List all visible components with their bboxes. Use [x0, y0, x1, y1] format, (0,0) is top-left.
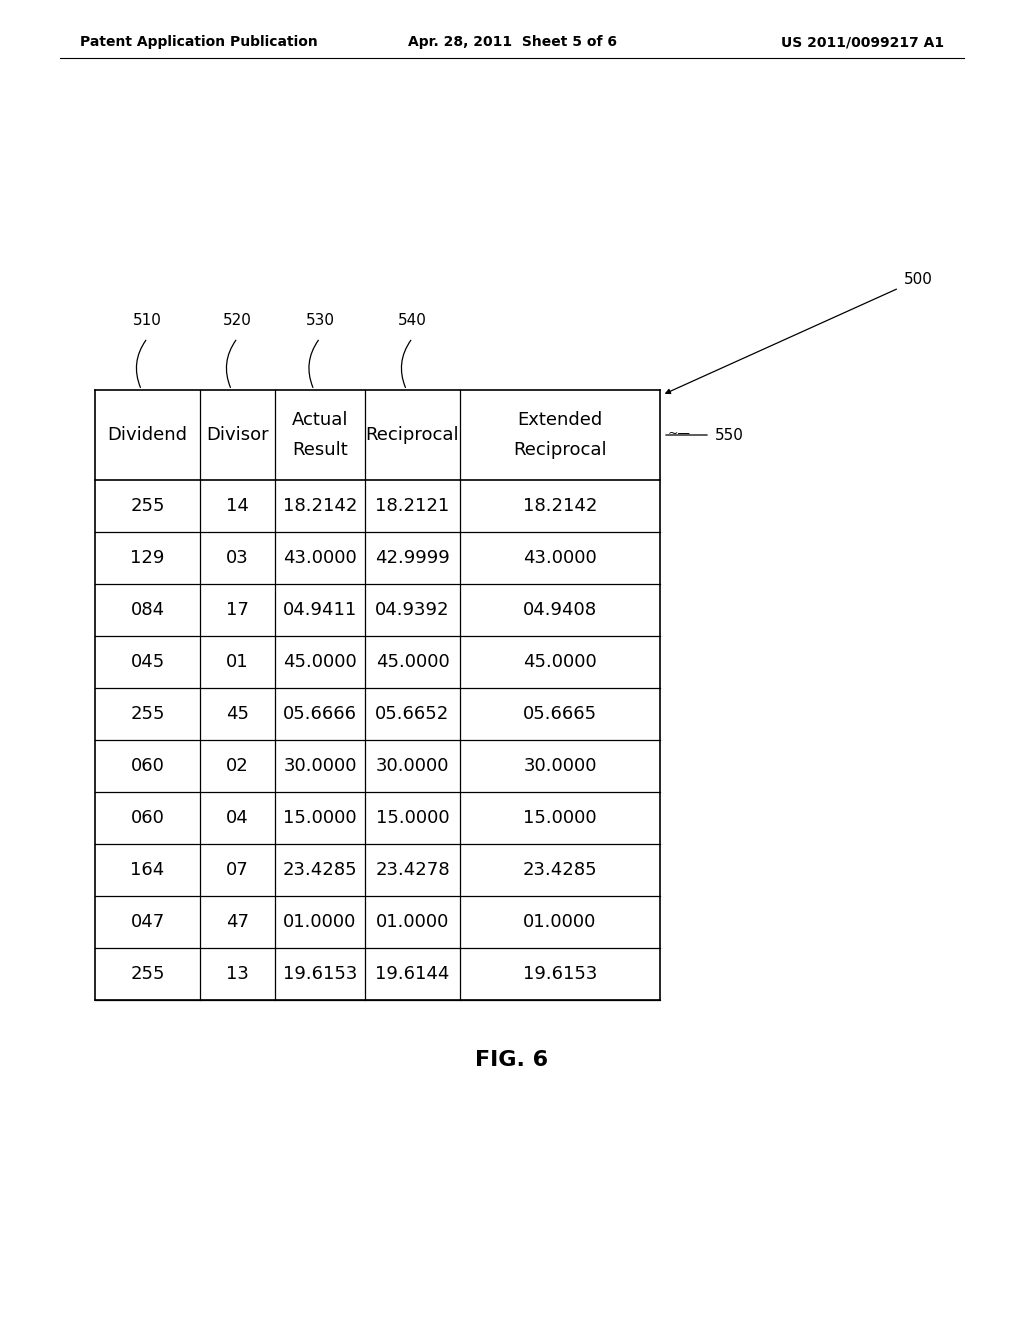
Text: 07: 07 — [226, 861, 249, 879]
Text: 05.6665: 05.6665 — [523, 705, 597, 723]
Text: 500: 500 — [904, 272, 933, 288]
Text: 30.0000: 30.0000 — [523, 756, 597, 775]
Text: 43.0000: 43.0000 — [523, 549, 597, 568]
Text: 19.6153: 19.6153 — [523, 965, 597, 983]
Text: Extended: Extended — [517, 411, 603, 429]
Text: Actual: Actual — [292, 411, 348, 429]
Text: 02: 02 — [226, 756, 249, 775]
Text: 13: 13 — [226, 965, 249, 983]
Text: 060: 060 — [131, 809, 165, 828]
Text: 047: 047 — [130, 913, 165, 931]
Text: 129: 129 — [130, 549, 165, 568]
Text: 19.6144: 19.6144 — [376, 965, 450, 983]
Text: Apr. 28, 2011  Sheet 5 of 6: Apr. 28, 2011 Sheet 5 of 6 — [408, 36, 616, 49]
Text: 45.0000: 45.0000 — [523, 653, 597, 671]
Text: 01.0000: 01.0000 — [523, 913, 597, 931]
Text: US 2011/0099217 A1: US 2011/0099217 A1 — [781, 36, 944, 49]
Text: 30.0000: 30.0000 — [376, 756, 450, 775]
Text: 04.9411: 04.9411 — [283, 601, 357, 619]
Text: Divisor: Divisor — [206, 426, 269, 444]
Text: ~—: ~— — [668, 426, 691, 440]
Text: 15.0000: 15.0000 — [523, 809, 597, 828]
Text: 255: 255 — [130, 965, 165, 983]
Text: 45.0000: 45.0000 — [376, 653, 450, 671]
Text: 510: 510 — [133, 313, 162, 327]
Text: FIG. 6: FIG. 6 — [475, 1049, 549, 1071]
Text: 45.0000: 45.0000 — [283, 653, 357, 671]
Text: 43.0000: 43.0000 — [283, 549, 357, 568]
Text: Reciprocal: Reciprocal — [366, 426, 460, 444]
Text: 04.9392: 04.9392 — [375, 601, 450, 619]
Text: Dividend: Dividend — [108, 426, 187, 444]
Text: 045: 045 — [130, 653, 165, 671]
Text: 17: 17 — [226, 601, 249, 619]
Text: 520: 520 — [223, 313, 252, 327]
Text: 18.2142: 18.2142 — [523, 498, 597, 515]
Text: 04.9408: 04.9408 — [523, 601, 597, 619]
Text: 255: 255 — [130, 705, 165, 723]
Text: 45: 45 — [226, 705, 249, 723]
Text: 01: 01 — [226, 653, 249, 671]
Text: Patent Application Publication: Patent Application Publication — [80, 36, 317, 49]
Text: 03: 03 — [226, 549, 249, 568]
Text: 42.9999: 42.9999 — [375, 549, 450, 568]
Text: 18.2121: 18.2121 — [376, 498, 450, 515]
Text: 19.6153: 19.6153 — [283, 965, 357, 983]
Text: 23.4285: 23.4285 — [283, 861, 357, 879]
Text: 05.6652: 05.6652 — [376, 705, 450, 723]
Text: 550: 550 — [715, 428, 743, 442]
Text: 255: 255 — [130, 498, 165, 515]
Text: 23.4278: 23.4278 — [375, 861, 450, 879]
Text: Reciprocal: Reciprocal — [513, 441, 607, 459]
Text: 01.0000: 01.0000 — [284, 913, 356, 931]
Text: 530: 530 — [305, 313, 335, 327]
Text: 30.0000: 30.0000 — [284, 756, 356, 775]
Text: 540: 540 — [398, 313, 427, 327]
Text: 47: 47 — [226, 913, 249, 931]
Text: 23.4285: 23.4285 — [522, 861, 597, 879]
Text: 14: 14 — [226, 498, 249, 515]
Text: 04: 04 — [226, 809, 249, 828]
Text: 01.0000: 01.0000 — [376, 913, 450, 931]
Text: 05.6666: 05.6666 — [283, 705, 357, 723]
Text: 084: 084 — [130, 601, 165, 619]
Text: 15.0000: 15.0000 — [376, 809, 450, 828]
Text: 060: 060 — [131, 756, 165, 775]
Text: Result: Result — [292, 441, 348, 459]
Text: 15.0000: 15.0000 — [284, 809, 356, 828]
Text: 18.2142: 18.2142 — [283, 498, 357, 515]
Text: 164: 164 — [130, 861, 165, 879]
